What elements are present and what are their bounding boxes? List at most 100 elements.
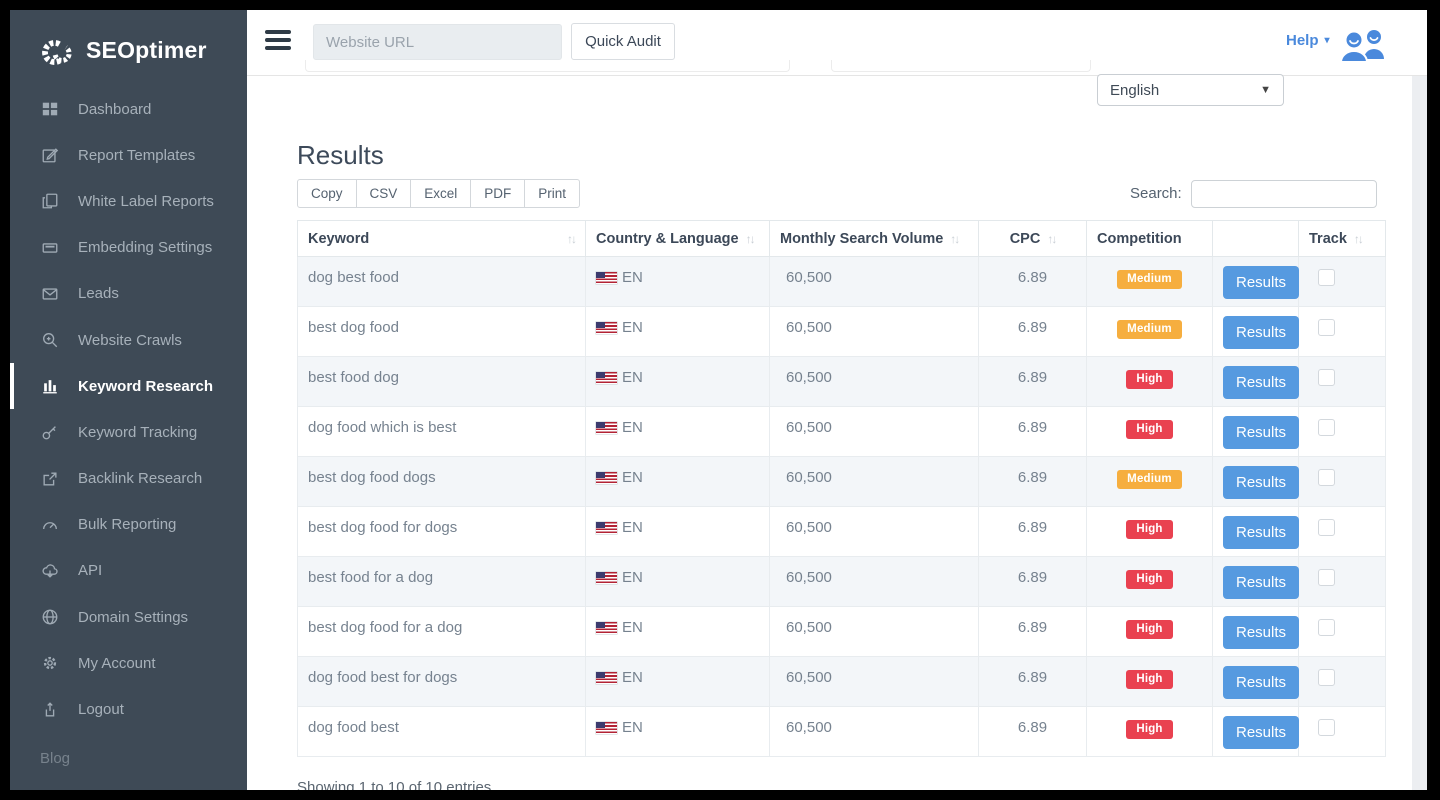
competition-cell: High [1086, 606, 1213, 657]
us-flag-icon [596, 571, 617, 584]
website-url-input[interactable] [313, 24, 562, 60]
menu-toggle-icon[interactable] [265, 30, 291, 52]
sidebar-item-report-templates[interactable]: Report Templates [10, 132, 247, 178]
table-search: Search: [1130, 179, 1377, 208]
sidebar-item-label: Keyword Tracking [78, 423, 198, 441]
action-cell: Results [1212, 256, 1299, 307]
website-crawls-icon [40, 331, 60, 349]
track-cell [1298, 456, 1386, 507]
track-checkbox[interactable] [1318, 519, 1335, 536]
sidebar-item-embedding-settings[interactable]: Embedding Settings [10, 225, 247, 271]
track-checkbox[interactable] [1318, 469, 1335, 486]
track-cell [1298, 306, 1386, 357]
column-header-monthly-search-volume[interactable]: Monthly Search Volume ↑↓ [769, 220, 979, 257]
results-button[interactable]: Results [1223, 366, 1299, 399]
csv-button[interactable]: CSV [355, 179, 412, 208]
competition-badge: High [1126, 620, 1173, 639]
results-button[interactable]: Results [1223, 316, 1299, 349]
sort-icon: ↑↓ [1047, 231, 1057, 246]
track-checkbox[interactable] [1318, 569, 1335, 586]
competition-cell: High [1086, 356, 1213, 407]
action-cell: Results [1212, 356, 1299, 407]
excel-button[interactable]: Excel [410, 179, 472, 208]
print-button[interactable]: Print [524, 179, 581, 208]
cpc-cell: 6.89 [978, 656, 1087, 707]
us-flag-icon [596, 321, 617, 334]
action-cell: Results [1212, 656, 1299, 707]
sidebar-item-domain-settings[interactable]: Domain Settings [10, 594, 247, 640]
sidebar-item-leads[interactable]: Leads [10, 271, 247, 317]
logo[interactable]: SEOptimer [10, 10, 247, 82]
quick-audit-button[interactable]: Quick Audit [571, 23, 675, 60]
results-button[interactable]: Results [1223, 416, 1299, 449]
sort-icon: ↑↓ [950, 231, 960, 246]
track-checkbox[interactable] [1318, 319, 1335, 336]
search-input[interactable] [1190, 179, 1377, 208]
competition-cell: High [1086, 706, 1213, 757]
results-button[interactable]: Results [1223, 666, 1299, 699]
competition-badge: High [1126, 520, 1173, 539]
help-menu[interactable]: Help ▾ [1286, 32, 1330, 49]
scrollbar[interactable] [1412, 76, 1427, 790]
action-cell: Results [1212, 706, 1299, 757]
sidebar-item-backlink-research[interactable]: Backlink Research [10, 456, 247, 502]
sidebar-item-label: Bulk Reporting [78, 516, 177, 534]
column-header-country-language[interactable]: Country & Language ↑↓ [585, 220, 770, 257]
track-checkbox[interactable] [1318, 619, 1335, 636]
sidebar-item-my-account[interactable]: My Account [10, 640, 247, 686]
sidebar-item-blog[interactable]: Blog [40, 750, 71, 767]
sidebar-item-logout[interactable]: Logout [10, 686, 247, 732]
track-cell [1298, 556, 1386, 607]
sidebar-item-keyword-research[interactable]: Keyword Research [10, 363, 247, 409]
table-row: best food dog EN 60,500 6.89 High Result… [297, 356, 1386, 407]
country-language-cell: EN [585, 506, 770, 557]
track-checkbox[interactable] [1318, 269, 1335, 286]
sidebar-item-dashboard[interactable]: Dashboard [10, 86, 247, 132]
seoptimer-logo-icon [42, 40, 72, 65]
results-button[interactable]: Results [1223, 266, 1299, 299]
api-icon [40, 562, 60, 580]
support-users-icon[interactable] [1338, 26, 1390, 69]
results-button[interactable]: Results [1223, 566, 1299, 599]
sort-icon: ↑↓ [745, 231, 756, 246]
track-cell [1298, 606, 1386, 657]
table-row: dog food which is best EN 60,500 6.89 Hi… [297, 406, 1386, 457]
results-button[interactable]: Results [1223, 466, 1299, 499]
column-header-keyword[interactable]: Keyword ↑↓ [297, 220, 586, 257]
us-flag-icon [596, 621, 617, 634]
sidebar-item-website-crawls[interactable]: Website Crawls [10, 317, 247, 363]
results-button[interactable]: Results [1223, 616, 1299, 649]
action-cell: Results [1212, 406, 1299, 457]
competition-badge: High [1126, 370, 1173, 389]
sidebar-item-bulk-reporting[interactable]: Bulk Reporting [10, 502, 247, 548]
pdf-button[interactable]: PDF [470, 179, 526, 208]
keyword-cell: best dog food dogs [297, 456, 586, 507]
language-select[interactable]: English ▼ [1097, 74, 1284, 106]
track-checkbox[interactable] [1318, 369, 1335, 386]
results-button[interactable]: Results [1223, 516, 1299, 549]
sidebar-item-label: Dashboard [78, 100, 152, 118]
track-cell [1298, 406, 1386, 457]
country-language-cell: EN [585, 356, 770, 407]
track-checkbox[interactable] [1318, 719, 1335, 736]
competition-badge: High [1126, 720, 1173, 739]
cpc-cell: 6.89 [978, 706, 1087, 757]
cpc-cell: 6.89 [978, 356, 1087, 407]
sidebar-item-label: Backlink Research [78, 470, 203, 488]
volume-cell: 60,500 [769, 556, 979, 607]
competition-cell: High [1086, 406, 1213, 457]
sidebar-item-keyword-tracking[interactable]: Keyword Tracking [10, 409, 247, 455]
results-button[interactable]: Results [1223, 716, 1299, 749]
us-flag-icon [596, 421, 617, 434]
sidebar-item-white-label-reports[interactable]: White Label Reports [10, 178, 247, 224]
track-checkbox[interactable] [1318, 419, 1335, 436]
copy-button[interactable]: Copy [297, 179, 357, 208]
column-header-cpc[interactable]: CPC ↑↓ [978, 220, 1087, 257]
sidebar-item-api[interactable]: API [10, 548, 247, 594]
keyword-cell: dog best food [297, 256, 586, 307]
track-cell [1298, 256, 1386, 307]
table-row: dog best food EN 60,500 6.89 Medium Resu… [297, 256, 1386, 307]
track-checkbox[interactable] [1318, 669, 1335, 686]
column-header-track[interactable]: Track ↑↓ [1298, 220, 1386, 257]
results-table-body: dog best food EN 60,500 6.89 Medium Resu… [297, 256, 1386, 757]
